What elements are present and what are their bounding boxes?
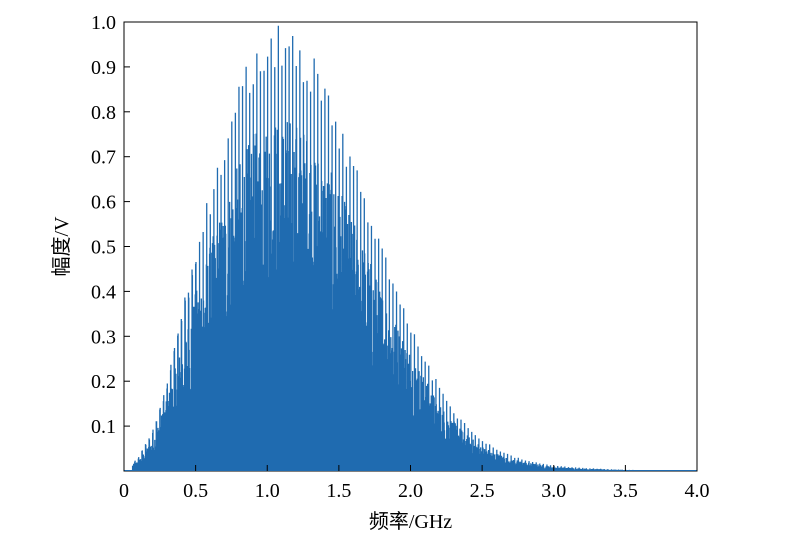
y-tick-label: 0.8 bbox=[91, 102, 116, 124]
x-tick-label: 4.0 bbox=[685, 480, 710, 502]
y-tick-label: 0.3 bbox=[91, 326, 116, 348]
y-tick-label: 0.5 bbox=[91, 237, 116, 259]
y-tick-label: 0.1 bbox=[91, 416, 116, 438]
x-tick-label: 3.5 bbox=[613, 480, 638, 502]
y-axis-title: 幅度/V bbox=[50, 216, 73, 277]
spectrum-series bbox=[124, 25, 697, 471]
y-axis: 0.1 0.2 0.3 0.4 0.5 0.6 0.7 0.8 0.9 1.0 bbox=[91, 12, 130, 438]
y-tick-label: 0.4 bbox=[91, 281, 116, 303]
y-tick-label: 0.7 bbox=[91, 147, 116, 169]
x-tick-label: 0 bbox=[119, 480, 129, 502]
y-tick-label: 0.2 bbox=[91, 371, 116, 393]
x-tick-label: 2.0 bbox=[398, 480, 423, 502]
x-tick-label: 2.5 bbox=[470, 480, 495, 502]
x-axis-title: 频率/GHz bbox=[369, 510, 452, 533]
x-tick-label: 0.5 bbox=[183, 480, 208, 502]
y-tick-label: 0.9 bbox=[91, 57, 116, 79]
spectrum-lines bbox=[131, 25, 669, 471]
y-tick-label: 1.0 bbox=[91, 12, 116, 34]
y-tick-label: 0.6 bbox=[91, 192, 116, 214]
x-tick-label: 1.5 bbox=[326, 480, 351, 502]
x-axis: 0 0.5 1.0 1.5 2.0 2.5 3.0 3.5 4.0 bbox=[119, 465, 710, 502]
plot-area bbox=[123, 21, 698, 472]
x-tick-label: 1.0 bbox=[255, 480, 280, 502]
x-tick-label: 3.0 bbox=[541, 480, 566, 502]
